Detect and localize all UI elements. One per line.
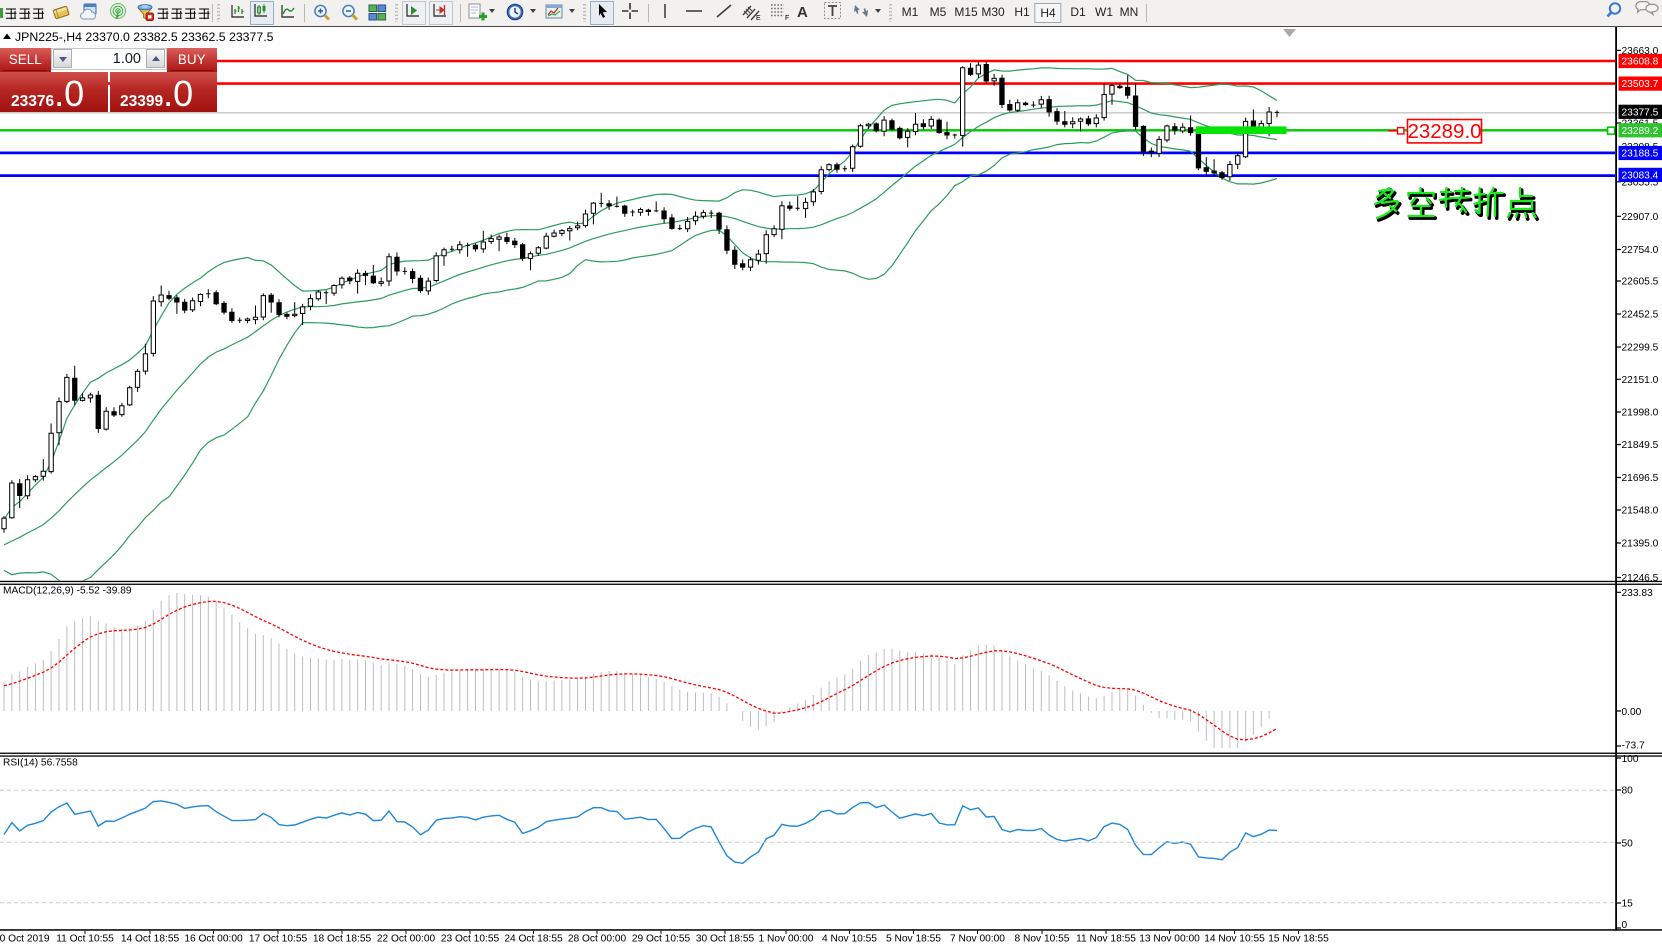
svg-text:22452.5: 22452.5 xyxy=(1622,310,1659,321)
svg-text:1 Nov 00:00: 1 Nov 00:00 xyxy=(759,934,814,945)
svg-text:11 Oct 10:55: 11 Oct 10:55 xyxy=(56,934,114,945)
svg-text:5 Nov 18:55: 5 Nov 18:55 xyxy=(886,934,941,945)
svg-text:E: E xyxy=(756,15,761,21)
svg-text:21548.0: 21548.0 xyxy=(1622,506,1659,517)
svg-text:22 Oct 00:00: 22 Oct 00:00 xyxy=(377,934,436,945)
svg-text:23083.4: 23083.4 xyxy=(1622,171,1659,182)
svg-text:23 Oct 10:55: 23 Oct 10:55 xyxy=(441,934,500,945)
svg-text:4 Nov 10:55: 4 Nov 10:55 xyxy=(822,934,877,945)
svg-text:15 Nov 18:55: 15 Nov 18:55 xyxy=(1268,934,1329,945)
svg-text:233.83: 233.83 xyxy=(1622,588,1653,599)
svg-text:21395.0: 21395.0 xyxy=(1622,539,1659,550)
svg-text:30 Oct 18:55: 30 Oct 18:55 xyxy=(696,934,755,945)
svg-text:22754.0: 22754.0 xyxy=(1622,245,1659,256)
svg-text:22299.5: 22299.5 xyxy=(1622,343,1659,354)
svg-text:22605.5: 22605.5 xyxy=(1622,277,1659,288)
svg-text:28 Oct 00:00: 28 Oct 00:00 xyxy=(568,934,627,945)
svg-text:23188.5: 23188.5 xyxy=(1622,149,1659,160)
svg-text:21849.5: 21849.5 xyxy=(1622,440,1659,451)
svg-text:14 Nov 10:55: 14 Nov 10:55 xyxy=(1204,934,1265,945)
svg-text:23055.5: 23055.5 xyxy=(1622,177,1659,188)
svg-text:24 Oct 18:55: 24 Oct 18:55 xyxy=(504,934,563,945)
svg-text:10 Oct 2019: 10 Oct 2019 xyxy=(0,934,50,945)
svg-text:23289.2: 23289.2 xyxy=(1622,126,1659,137)
svg-text:23377.5: 23377.5 xyxy=(1622,107,1659,118)
svg-text:21696.5: 21696.5 xyxy=(1622,473,1659,484)
svg-text:23608.8: 23608.8 xyxy=(1622,57,1659,68)
svg-text:22907.0: 22907.0 xyxy=(1622,212,1659,223)
svg-text:0.00: 0.00 xyxy=(1622,707,1642,718)
svg-text:16 Oct 00:00: 16 Oct 00:00 xyxy=(184,934,243,945)
svg-text:JPN225-,H4 23370.0 23382.5 23: JPN225-,H4 23370.0 23382.5 23362.5 23377… xyxy=(15,30,274,44)
svg-text:F: F xyxy=(785,15,789,21)
svg-text:22151.0: 22151.0 xyxy=(1622,375,1659,386)
svg-text:11 Nov 18:55: 11 Nov 18:55 xyxy=(1076,934,1136,945)
svg-text:-73.7: -73.7 xyxy=(1622,741,1646,752)
svg-text:MACD(12,26,9) -5.52 -39.89: MACD(12,26,9) -5.52 -39.89 xyxy=(3,586,132,597)
svg-text:80: 80 xyxy=(1622,786,1634,797)
svg-text:100: 100 xyxy=(1622,754,1639,765)
svg-text:15: 15 xyxy=(1622,899,1634,910)
svg-text:23663.0: 23663.0 xyxy=(1622,46,1659,57)
svg-text:13 Nov 00:00: 13 Nov 00:00 xyxy=(1139,934,1200,945)
svg-text:0: 0 xyxy=(1622,920,1628,931)
svg-text:23503.7: 23503.7 xyxy=(1622,79,1659,90)
svg-text:8 Nov 10:55: 8 Nov 10:55 xyxy=(1015,934,1070,945)
svg-text:29 Oct 10:55: 29 Oct 10:55 xyxy=(632,934,691,945)
svg-text:23289.0: 23289.0 xyxy=(1407,120,1481,143)
svg-text:17 Oct 10:55: 17 Oct 10:55 xyxy=(249,934,308,945)
svg-text:7 Nov 00:00: 7 Nov 00:00 xyxy=(950,934,1005,945)
svg-text:21998.0: 21998.0 xyxy=(1622,408,1659,419)
svg-text:18 Oct 18:55: 18 Oct 18:55 xyxy=(313,934,372,945)
svg-text:50: 50 xyxy=(1622,839,1634,850)
svg-text:14 Oct 18:55: 14 Oct 18:55 xyxy=(121,934,180,945)
svg-text:21246.5: 21246.5 xyxy=(1622,573,1659,584)
svg-text:RSI(14) 56.7558: RSI(14) 56.7558 xyxy=(3,758,78,769)
